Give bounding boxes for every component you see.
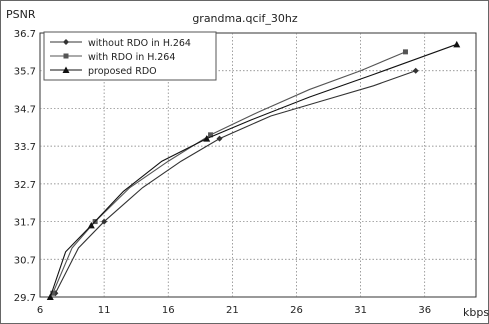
series-line [52,51,406,294]
x-tick-label: 16 [162,305,175,316]
data-point-marker [87,221,95,229]
plot-area [39,32,477,298]
legend-entry: with RDO in H.264 [50,52,175,63]
x-tick-label: 26 [290,305,303,316]
data-point-marker [203,135,211,142]
data-point-marker [453,40,461,48]
data-point-marker [216,135,223,142]
y-tick-label: 31.7 [14,218,36,229]
y-tick-label: 34.7 [14,104,36,115]
series-3 [46,40,461,300]
data-point-marker [63,53,69,59]
data-point-marker [402,49,408,55]
x-tick-label: 21 [226,305,239,316]
x-tick-labels: 6 11 16 21 26 31 36 [37,305,431,316]
legend: without RDO in H.264 with RDO in H.264 pro… [43,31,217,81]
x-tick-label: 31 [354,305,367,316]
legend-label: proposed RDO [88,66,157,77]
data-point-marker [50,290,56,296]
x-tick-label: 6 [37,305,43,316]
legend-label: without RDO in H.264 [88,38,191,49]
legend-entry: without RDO in H.264 [50,38,191,49]
series-line [49,43,457,298]
y-tick-label: 33.7 [14,142,36,153]
y-tick-labels: 29.7 30.7 31.7 32.7 33.7 34.7 35.7 36.7 [14,29,36,304]
x-tick-label: 36 [418,305,431,316]
data-point-marker [62,66,70,73]
chart-title: grandma.qcif_30hz [192,12,298,25]
y-tick-label: 30.7 [14,255,36,266]
series-layer [46,40,461,300]
data-point-marker [412,67,419,74]
y-tick-label: 29.7 [14,293,36,304]
y-tick-label: 32.7 [14,180,36,191]
data-point-marker [46,293,54,300]
x-axis-label: kbps [463,306,489,319]
y-axis-label: PSNR [6,8,36,21]
data-point-marker [63,39,69,45]
legend-label: with RDO in H.264 [88,52,175,63]
y-tick-label: 36.7 [14,29,36,40]
data-point-marker [208,132,214,138]
x-tick-label: 11 [98,305,111,316]
series-line [54,70,416,294]
data-point-marker [101,218,108,225]
legend-entry: proposed RDO [50,66,157,77]
grid-lines [40,33,476,297]
y-tick-label: 35.7 [14,67,36,78]
